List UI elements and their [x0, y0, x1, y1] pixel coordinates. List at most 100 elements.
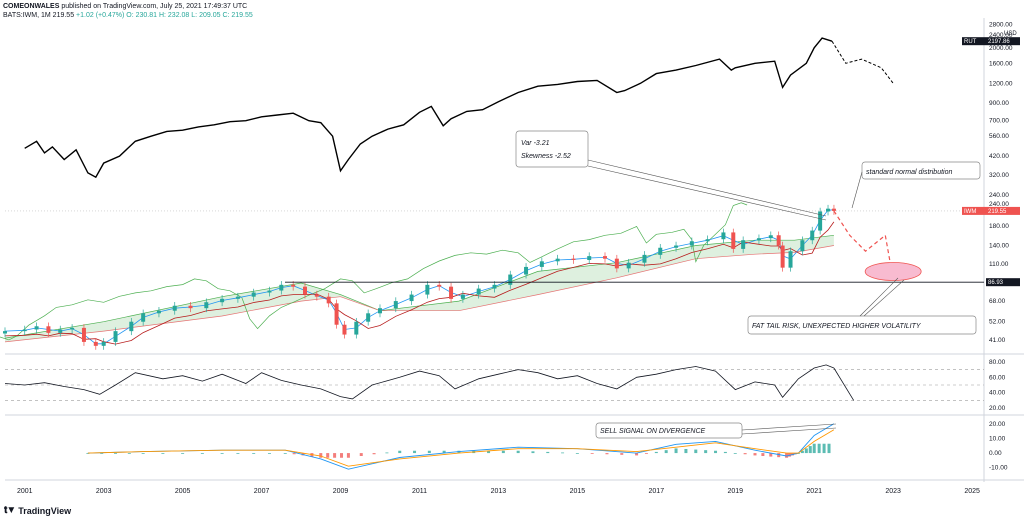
candle-body [34, 326, 39, 330]
var-annotation: Var -3.21 [521, 140, 550, 147]
macd-y-tick-label: -10.00 [989, 465, 1008, 472]
x-tick-label: 2015 [570, 488, 586, 495]
candle-body [354, 321, 359, 335]
macd-histogram-bar [808, 446, 812, 454]
candle-body [705, 239, 710, 242]
rsi-y-tick-label: 60.00 [989, 374, 1006, 381]
logo-text: TradingView [18, 505, 72, 516]
candle-body [314, 294, 319, 297]
candle-body [267, 290, 272, 293]
iwm-y-tick-label: 240.00 [989, 201, 1009, 208]
rut-y-tick-label: 2800.00 [989, 21, 1013, 28]
candle-body [156, 310, 161, 314]
macd-histogram-bar [427, 450, 431, 454]
macd-histogram-bar [723, 451, 727, 454]
candle-body [721, 232, 726, 240]
macd-y-tick-label: 0.00 [989, 450, 1002, 457]
macd-histogram-bar [86, 453, 90, 454]
rut-axis-unit: USD [1004, 31, 1017, 37]
macd-histogram-bar [141, 453, 145, 454]
candle-body [658, 247, 663, 255]
candle-body [129, 321, 134, 332]
candle-body [539, 261, 544, 267]
candle-body [326, 296, 331, 304]
ma-slow-line [4, 221, 835, 345]
candle-body [3, 331, 7, 334]
candle-body [831, 208, 836, 211]
macd-histogram-bar [372, 453, 376, 455]
macd-histogram-bar [333, 453, 337, 458]
fat-tail-annotation: FAT TAIL RISK, UNEXPECTED HIGHER VOLATIL… [752, 323, 922, 330]
rsi-y-tick-label: 20.00 [989, 405, 1006, 412]
stats-callout-box [515, 130, 589, 168]
macd-histogram-bar [292, 453, 296, 455]
x-tick-label: 2011 [412, 488, 427, 495]
macd-histogram-bar [100, 453, 104, 454]
macd-histogram-bar [561, 452, 565, 454]
macd-histogram-bar [694, 449, 698, 454]
candle-body [449, 286, 454, 299]
candle-body [93, 341, 98, 346]
candle-body [614, 258, 619, 269]
sell-signal-leader [741, 423, 837, 431]
candle-body [334, 303, 339, 325]
macd-histogram-bar [487, 450, 491, 454]
candle-body [555, 258, 560, 262]
x-tick-label: 2003 [96, 488, 112, 495]
macd-histogram-bar [769, 453, 773, 457]
candle-body [788, 251, 793, 268]
candle-body [689, 241, 694, 246]
rut-y-tick-label: 240.00 [989, 192, 1009, 199]
iwm-y-tick-label: 140.00 [989, 243, 1009, 250]
rut-y-tick-label: 1600.00 [989, 60, 1013, 67]
candle-body [603, 256, 607, 259]
ohlc-close: C: 219.55 [222, 12, 253, 19]
sell-signal-callout-box [595, 422, 743, 439]
candle-body [524, 266, 529, 275]
ichimoku-span-b [4, 245, 834, 343]
macd-histogram-bar [267, 453, 271, 454]
rut-y-tick-label: 420.00 [989, 153, 1009, 160]
rut-price-line [24, 37, 833, 179]
macd-histogram-bar [220, 453, 224, 454]
candle-body [279, 284, 284, 291]
candle-body [571, 258, 576, 260]
macd-histogram-bar [546, 451, 550, 454]
macd-y-tick-label: 20.00 [989, 421, 1006, 428]
x-tick-label: 2025 [964, 488, 980, 495]
level-price-badge [986, 278, 1020, 287]
macd-histogram-bar [340, 453, 344, 458]
candle-body [366, 313, 371, 322]
ichimoku-lagging-span [0, 202, 748, 341]
macd-histogram-bar [326, 453, 330, 458]
x-tick-label: 2019 [727, 488, 743, 495]
stats-callout-leader [587, 159, 827, 217]
candle-body [492, 284, 497, 289]
x-tick-label: 2021 [806, 488, 822, 495]
macd-signal-line [87, 429, 835, 467]
macd-histogram-bar [319, 453, 323, 458]
candle-body [220, 298, 225, 303]
candle-body [508, 274, 513, 285]
x-tick-label: 2001 [17, 488, 33, 495]
rut-y-tick-label: 700.00 [989, 118, 1009, 125]
candle-body [291, 284, 296, 287]
macd-histogram-bar [252, 453, 256, 454]
rut-price-label: 2197.86 [988, 39, 1010, 45]
macd-histogram-bar [704, 450, 708, 454]
tradingview-logo: 𝐭▼ TradingView [4, 505, 71, 516]
x-tick-label: 2005 [175, 488, 191, 495]
stats-callout-leader [587, 165, 827, 221]
candle-body [22, 329, 27, 332]
macd-histogram-bar [664, 450, 668, 454]
iwm-symbol-label: IWM [964, 209, 976, 215]
macd-histogram-bar [817, 443, 821, 454]
rut-y-tick-label: 900.00 [989, 100, 1009, 107]
candle-body [172, 305, 177, 311]
candle-body [101, 341, 106, 346]
macd-histogram-bar [200, 453, 204, 454]
candle-body [303, 286, 307, 295]
macd-histogram-bar [743, 453, 747, 455]
candle-body [342, 324, 347, 335]
